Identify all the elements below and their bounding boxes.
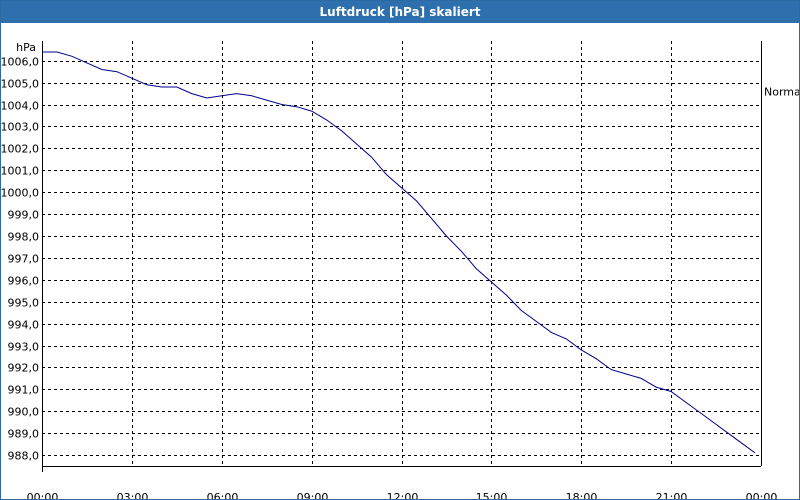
y-tick-label: 1000,0: [1, 187, 39, 200]
y-tick-label: 999,0: [8, 209, 40, 222]
y-tick-label: 991,0: [8, 384, 40, 397]
y-tick-label: 1005,0: [1, 78, 39, 91]
y-tick-label: 993,0: [8, 341, 40, 354]
y-tick-label: 1003,0: [1, 121, 39, 134]
tick-labels: 1006,0 1005,0 1004,0 1003,0 1002,0 1001,0 1000…: [1, 41, 799, 499]
x-tick-time: 03:00: [117, 491, 149, 499]
y-tick-label: 996,0: [8, 275, 40, 288]
chart-area: 1006,0 1005,0 1004,0 1003,0 1002,0 1001,0 1000…: [1, 41, 799, 499]
x-tick-time: 15:00: [476, 491, 508, 499]
y-tick-label: 994,0: [8, 319, 40, 332]
y-tick-label: 988,0: [8, 450, 40, 463]
y-tick-label: 1004,0: [1, 100, 39, 113]
x-tick-time: 21:00: [656, 491, 688, 499]
pressure-line: [42, 51, 756, 454]
y-tick-label: 997,0: [8, 253, 40, 266]
y-tick-label: 992,0: [8, 362, 40, 375]
y-axis-unit: hPa: [16, 41, 36, 54]
y-tick-label: 995,0: [8, 297, 40, 310]
x-tick-time: 00:00: [746, 491, 778, 499]
grid: [42, 41, 762, 466]
x-tick-time: 18:00: [566, 491, 598, 499]
axes: [42, 41, 762, 472]
y-tick-label: 990,0: [8, 406, 40, 419]
x-tick-time: 00:00: [27, 491, 59, 499]
x-tick-time: 09:00: [297, 491, 329, 499]
y-tick-label: 1001,0: [1, 165, 39, 178]
y-tick-label: 1006,0: [1, 56, 39, 69]
y-tick-label: 1002,0: [1, 143, 39, 156]
x-tick-time: 06:00: [207, 491, 239, 499]
y-tick-label: 998,0: [8, 231, 40, 244]
reference-label: Normal: [764, 85, 799, 98]
series: [42, 51, 756, 454]
y-tick-label: 989,0: [8, 428, 40, 441]
x-tick-time: 12:00: [387, 491, 419, 499]
window-title: Luftdruck [hPa] skaliert: [1, 1, 799, 23]
